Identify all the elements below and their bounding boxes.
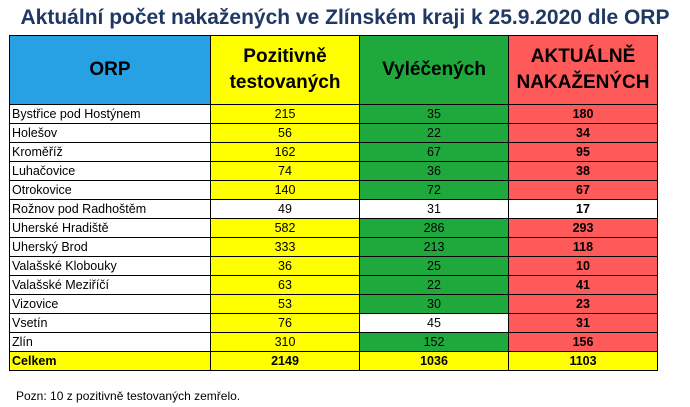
column-header-orp-label: ORP — [89, 59, 131, 80]
cell-active: 34 — [508, 123, 658, 143]
cell-positive: 76 — [210, 313, 360, 333]
cell-active: 10 — [508, 256, 658, 276]
cell-orp: Valašské Meziříčí — [9, 275, 211, 295]
table-row: Luhačovice 74 36 38 — [9, 161, 658, 181]
cell-recovered: 22 — [359, 275, 509, 295]
column-header-positive: Pozitivně testovaných — [210, 35, 360, 105]
total-row: Celkem 2149 1036 1103 — [9, 351, 658, 371]
table-row: Valašské Klobouky 36 25 10 — [9, 256, 658, 276]
total-recovered: 1036 — [359, 351, 509, 371]
cell-orp: Uherský Brod — [9, 237, 211, 257]
cell-active: 180 — [508, 104, 658, 124]
cell-active: 17 — [508, 199, 658, 219]
cell-recovered: 213 — [359, 237, 509, 257]
cell-active: 23 — [508, 294, 658, 314]
column-header-positive-line1: Pozitivně — [243, 46, 327, 67]
cell-positive: 582 — [210, 218, 360, 238]
footnote: Pozn: 10 z pozitivně testovaných zemřelo… — [16, 389, 241, 403]
cell-orp: Zlín — [9, 332, 211, 352]
cell-orp: Uherské Hradiště — [9, 218, 211, 238]
column-header-recovered-label: Vyléčených — [382, 59, 486, 80]
cell-positive: 310 — [210, 332, 360, 352]
table-row: Bystřice pod Hostýnem 215 35 180 — [9, 104, 658, 124]
cell-positive: 63 — [210, 275, 360, 295]
cell-active: 31 — [508, 313, 658, 333]
column-header-active: AKTUÁLNĚ NAKAŽENÝCH — [508, 35, 658, 105]
table-row: Vsetín 76 45 31 — [9, 313, 658, 333]
cell-orp: Otrokovice — [9, 180, 211, 200]
cell-recovered: 67 — [359, 142, 509, 162]
covid-table: ORP Pozitivně testovaných Vyléčených AKT… — [9, 35, 658, 371]
cell-orp: Luhačovice — [9, 161, 211, 181]
cell-positive: 333 — [210, 237, 360, 257]
cell-recovered: 31 — [359, 199, 509, 219]
table-row: Vizovice 53 30 23 — [9, 294, 658, 314]
table-header-row: ORP Pozitivně testovaných Vyléčených AKT… — [9, 35, 658, 105]
total-active: 1103 — [508, 351, 658, 371]
cell-recovered: 36 — [359, 161, 509, 181]
column-header-recovered: Vyléčených — [359, 35, 509, 105]
cell-positive: 53 — [210, 294, 360, 314]
cell-recovered: 30 — [359, 294, 509, 314]
cell-recovered: 152 — [359, 332, 509, 352]
cell-orp: Vsetín — [9, 313, 211, 333]
cell-orp: Valašské Klobouky — [9, 256, 211, 276]
cell-active: 118 — [508, 237, 658, 257]
table-row: Uherský Brod 333 213 118 — [9, 237, 658, 257]
cell-positive: 49 — [210, 199, 360, 219]
column-header-positive-line2: testovaných — [229, 72, 341, 93]
cell-orp: Bystřice pod Hostýnem — [9, 104, 211, 124]
cell-recovered: 286 — [359, 218, 509, 238]
cell-active: 67 — [508, 180, 658, 200]
table-row: Uherské Hradiště 582 286 293 — [9, 218, 658, 238]
table-row: Holešov 56 22 34 — [9, 123, 658, 143]
page-title: Aktuální počet nakažených ve Zlínském kr… — [20, 6, 670, 29]
cell-positive: 56 — [210, 123, 360, 143]
cell-recovered: 35 — [359, 104, 509, 124]
cell-positive: 74 — [210, 161, 360, 181]
table-row: Rožnov pod Radhoštěm 49 31 17 — [9, 199, 658, 219]
cell-orp: Holešov — [9, 123, 211, 143]
cell-orp: Rožnov pod Radhoštěm — [9, 199, 211, 219]
column-header-active-line1: AKTUÁLNĚ — [530, 46, 636, 67]
table-row: Valašské Meziříčí 63 22 41 — [9, 275, 658, 295]
cell-orp: Kroměříž — [9, 142, 211, 162]
table-row: Otrokovice 140 72 67 — [9, 180, 658, 200]
cell-active: 41 — [508, 275, 658, 295]
cell-active: 38 — [508, 161, 658, 181]
cell-recovered: 45 — [359, 313, 509, 333]
cell-recovered: 22 — [359, 123, 509, 143]
cell-positive: 36 — [210, 256, 360, 276]
total-label: Celkem — [9, 351, 211, 371]
cell-orp: Vizovice — [9, 294, 211, 314]
cell-positive: 215 — [210, 104, 360, 124]
column-header-active-line2: NAKAŽENÝCH — [516, 72, 650, 93]
cell-positive: 140 — [210, 180, 360, 200]
total-positive: 2149 — [210, 351, 360, 371]
cell-positive: 162 — [210, 142, 360, 162]
table-row: Kroměříž 162 67 95 — [9, 142, 658, 162]
cell-recovered: 72 — [359, 180, 509, 200]
cell-recovered: 25 — [359, 256, 509, 276]
cell-active: 156 — [508, 332, 658, 352]
column-header-orp: ORP — [9, 35, 211, 105]
table-row: Zlín 310 152 156 — [9, 332, 658, 352]
cell-active: 293 — [508, 218, 658, 238]
cell-active: 95 — [508, 142, 658, 162]
